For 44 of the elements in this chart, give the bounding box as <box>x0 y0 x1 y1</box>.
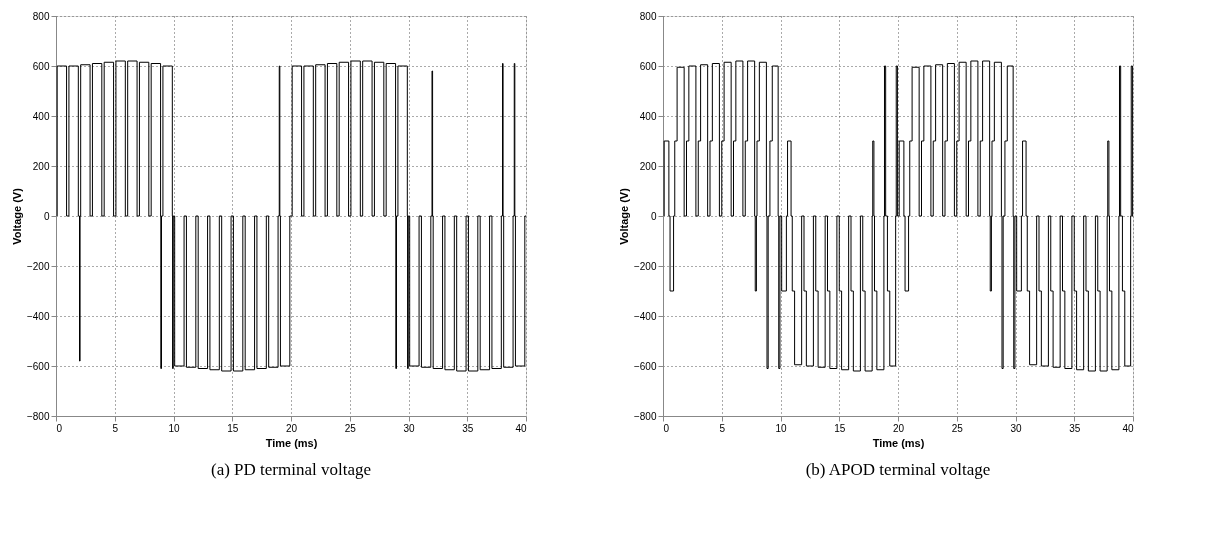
x-axis-title: Time (ms) <box>265 436 318 449</box>
x-axis-title: Time (ms) <box>872 436 925 449</box>
y-tick-label: −200 <box>26 260 50 272</box>
y-tick-label: 0 <box>650 210 657 222</box>
line-series <box>56 60 527 372</box>
text: (b) APOD terminal voltage <box>805 460 991 479</box>
x-tick-label: 0 <box>56 422 63 434</box>
x-tick-label: 10 <box>168 422 180 434</box>
x-tick-label: 5 <box>112 422 119 434</box>
y-tick-label: 600 <box>32 60 50 72</box>
x-tick-label: 30 <box>1010 422 1022 434</box>
y-tick-label: −400 <box>26 310 50 322</box>
x-tick-label: 35 <box>1069 422 1081 434</box>
y-tick-label: −800 <box>26 410 50 422</box>
y-axis-title: Voltage (V) <box>10 187 23 245</box>
x-tick-label: 15 <box>834 422 846 434</box>
y-tick-label: −200 <box>633 260 657 272</box>
x-tick-label: 30 <box>403 422 415 434</box>
y-tick-label: 800 <box>639 10 657 22</box>
y-tick-label: −600 <box>26 360 50 372</box>
y-tick-label: −800 <box>633 410 657 422</box>
y-tick-label: 200 <box>639 160 657 172</box>
y-axis-title: Voltage (V) <box>617 187 630 245</box>
x-tick-label: 10 <box>775 422 787 434</box>
x-tick-label: 20 <box>892 422 905 434</box>
y-tick-label: −400 <box>633 310 657 322</box>
y-tick-label: 600 <box>639 60 657 72</box>
x-tick-label: 20 <box>285 422 298 434</box>
x-tick-label: 25 <box>344 422 357 434</box>
y-tick-label: 0 <box>43 210 50 222</box>
line-series <box>663 60 1134 372</box>
x-tick-label: 5 <box>719 422 726 434</box>
y-tick-label: 400 <box>639 110 657 122</box>
x-tick-label: 25 <box>951 422 964 434</box>
y-tick-label: −600 <box>633 360 657 372</box>
y-tick-label: 400 <box>32 110 50 122</box>
y-tick-label: 800 <box>32 10 50 22</box>
text: (a) PD terminal voltage <box>210 460 372 479</box>
x-tick-label: 15 <box>227 422 239 434</box>
x-tick-label: 35 <box>462 422 474 434</box>
x-tick-label: 40 <box>1122 422 1134 434</box>
x-tick-label: 40 <box>515 422 527 434</box>
y-tick-label: 200 <box>32 160 50 172</box>
x-tick-label: 0 <box>663 422 670 434</box>
